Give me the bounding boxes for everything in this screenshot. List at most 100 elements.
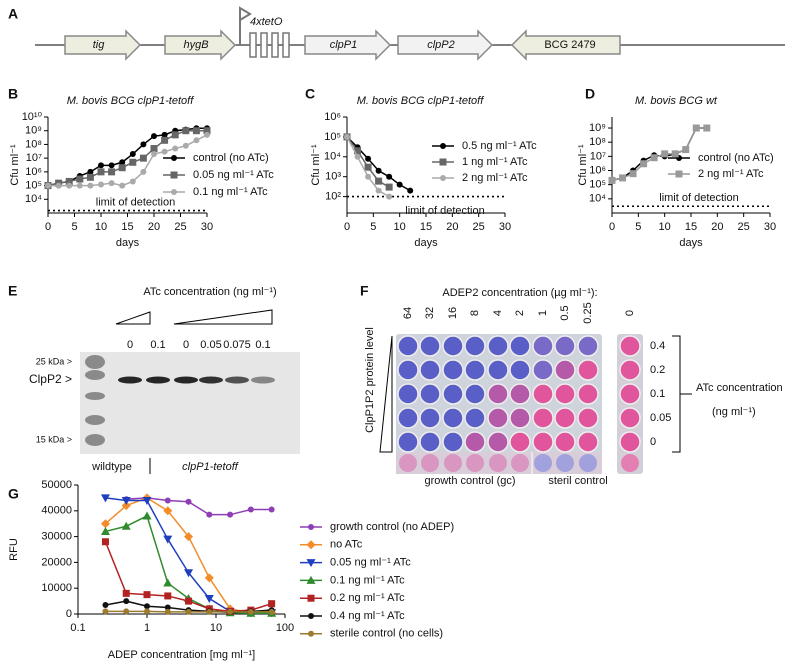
data-point <box>629 170 637 178</box>
data-point <box>206 511 213 518</box>
lane-label: 0.1 <box>255 339 270 351</box>
data-point <box>119 159 126 166</box>
legend-label: 0.05 ng ml⁻¹ ATc <box>330 557 411 569</box>
column-label: 8 <box>469 310 481 316</box>
marker-band <box>85 370 105 380</box>
data-point <box>375 167 382 174</box>
footer-label: steril control <box>548 475 607 487</box>
x-tick-label: 30 <box>764 221 776 233</box>
well <box>397 383 419 405</box>
legend-marker <box>675 170 683 178</box>
data-point <box>608 176 616 184</box>
data-point <box>365 173 372 180</box>
well <box>397 359 419 381</box>
x-tick-label: 10 <box>210 622 222 634</box>
gene-label: clpP2 <box>427 39 455 51</box>
side-label: ClpP1P2 protein level <box>364 327 376 433</box>
data-point <box>386 193 393 200</box>
data-point <box>204 573 214 583</box>
well <box>464 431 486 453</box>
x-tick-label: 5 <box>71 221 77 233</box>
data-point <box>143 591 151 599</box>
data-point <box>163 535 173 544</box>
y-tick-label: 10⁴ <box>324 151 341 163</box>
x-tick-label: 25 <box>174 221 186 233</box>
data-point <box>121 496 131 505</box>
well <box>419 359 441 381</box>
annotation: limit of detection <box>96 196 175 208</box>
well <box>577 359 599 381</box>
data-point <box>45 182 51 189</box>
well <box>509 335 531 357</box>
x-axis-label: ADEP concentration [mg ml⁻¹] <box>108 649 255 661</box>
gene-arrow <box>304 29 392 61</box>
y-tick-label: 10⁵ <box>324 131 341 143</box>
data-point <box>268 600 276 608</box>
data-point <box>129 158 137 166</box>
y-tick-label: 10² <box>325 191 341 203</box>
data-point <box>640 160 648 168</box>
row-label: 0.05 <box>650 412 671 424</box>
well <box>554 335 576 357</box>
x-axis-label: days <box>679 237 703 249</box>
well <box>487 383 509 405</box>
x-tick-label: 20 <box>446 221 458 233</box>
y-tick-label: 40000 <box>41 505 72 517</box>
x-tick-label: 25 <box>738 221 750 233</box>
legend-marker <box>306 540 316 550</box>
well <box>419 335 441 357</box>
legend-label: 2 ng ml⁻¹ ATc <box>462 172 528 184</box>
marker-band <box>85 415 105 425</box>
data-point <box>142 496 152 505</box>
data-point <box>161 148 168 155</box>
legend-label: control (no ATc) <box>193 152 269 164</box>
data-point <box>161 131 168 138</box>
legend-label: 2 ng ml⁻¹ ATc <box>698 168 764 180</box>
x-tick-label: 100 <box>276 622 294 634</box>
legend-label: 0.1 ng ml⁻¹ ATc <box>193 186 268 198</box>
well <box>619 335 641 357</box>
control-well <box>511 454 529 472</box>
well <box>419 383 441 405</box>
well <box>554 383 576 405</box>
panel-label: E <box>8 283 17 299</box>
protein-band <box>199 376 223 384</box>
legend-marker <box>306 559 316 568</box>
data-point <box>102 601 109 608</box>
column-label: 1 <box>537 310 549 316</box>
well <box>509 359 531 381</box>
legend-marker <box>307 594 315 602</box>
data-point <box>247 608 254 615</box>
data-point <box>144 603 150 610</box>
x-tick-label: 25 <box>473 221 485 233</box>
data-point <box>100 494 110 503</box>
data-point <box>121 521 131 530</box>
well <box>509 383 531 405</box>
data-point <box>86 173 94 181</box>
well <box>619 383 641 405</box>
control-well <box>399 454 417 472</box>
legend-marker <box>171 155 177 161</box>
x-tick-label: 20 <box>711 221 723 233</box>
data-point <box>144 608 150 615</box>
data-point <box>386 173 393 180</box>
well <box>419 431 441 453</box>
y-tick-label: 0 <box>66 608 72 620</box>
control-well <box>489 454 507 472</box>
well <box>442 431 464 453</box>
data-point <box>151 151 157 158</box>
data-point <box>692 124 700 132</box>
legend-label: 0.2 ng ml⁻¹ ATc <box>330 592 405 604</box>
legend-marker <box>440 143 446 149</box>
level-wedge <box>379 335 393 453</box>
data-point <box>365 155 372 162</box>
y-tick-label: 20000 <box>41 556 72 568</box>
data-point <box>364 163 372 171</box>
column-label: 64 <box>402 307 414 319</box>
data-point <box>98 181 104 188</box>
legend-label: 0.4 ng ml⁻¹ ATc <box>330 610 405 622</box>
y-axis-label: RFU <box>8 538 20 561</box>
footer-label: growth control (gc) <box>424 475 515 487</box>
data-point <box>247 506 254 513</box>
data-point <box>108 180 115 187</box>
